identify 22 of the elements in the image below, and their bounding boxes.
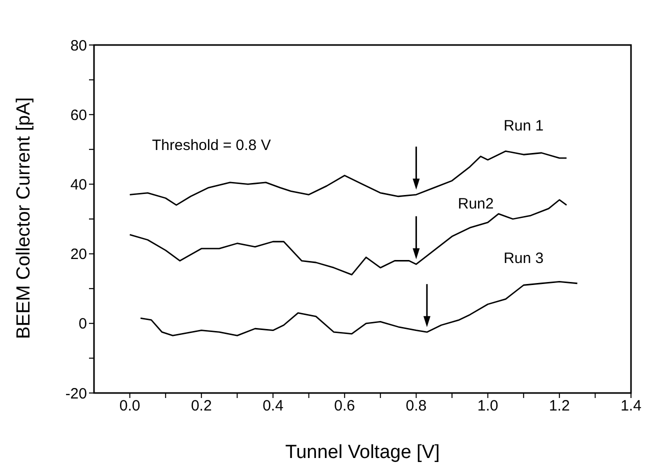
- series-label: Run2: [458, 195, 494, 212]
- line-series: [129, 199, 568, 276]
- series-label: Run 3: [504, 250, 544, 268]
- x-tick-label: 1.0: [477, 398, 498, 415]
- annotation: Threshold = 0.8 V: [152, 137, 271, 154]
- x-tick-label: 0.0: [119, 398, 140, 415]
- y-tick-label: 40: [70, 176, 87, 194]
- x-tick-label: 1.2: [548, 398, 570, 415]
- x-tick-label: 0.2: [190, 398, 212, 415]
- y-tick-label: 20: [70, 246, 87, 264]
- x-tick-label: 0.8: [406, 398, 427, 415]
- y-tick-label: 0: [78, 316, 87, 333]
- x-axis-title: Tunnel Voltage [V]: [285, 442, 440, 463]
- y-tick-label: 80: [70, 37, 87, 54]
- x-tick-label: 0.6: [334, 398, 356, 415]
- y-axis-title: BEEM Collector Current [pA]: [14, 97, 35, 339]
- y-tick-label: 60: [70, 106, 87, 124]
- y-tick-label: -20: [65, 385, 87, 402]
- x-tick-label: 0.4: [262, 398, 284, 415]
- line-series: [140, 280, 578, 336]
- x-tick-label: 1.4: [620, 398, 642, 415]
- series-label: Run 1: [504, 118, 544, 135]
